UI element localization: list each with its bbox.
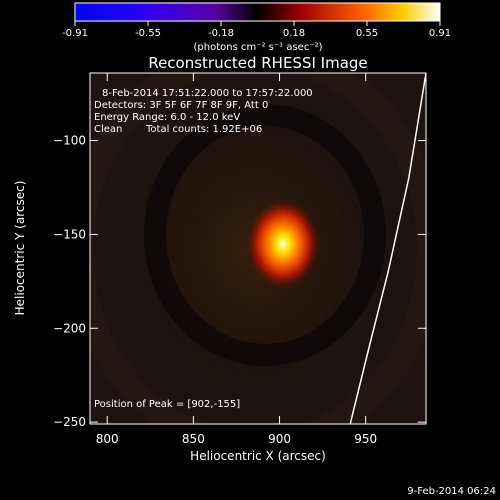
- colorbar-tick-label: -0.91: [62, 28, 88, 39]
- y-tick-label: −250: [53, 415, 86, 429]
- colorbar-ticks: -0.91 -0.55 -0.18 0.18 0.55 0.91: [62, 21, 451, 39]
- x-tick-label: 800: [96, 432, 119, 446]
- flare-source: [244, 197, 321, 290]
- x-axis-label: Heliocentric X (arcsec): [190, 449, 326, 463]
- heatmap-image: [90, 73, 426, 424]
- annotation-time: 8-Feb-2014 17:51:22.000 to 17:57:22.000: [102, 88, 313, 99]
- footer-timestamp: 9-Feb-2014 06:24: [407, 486, 496, 497]
- colorbar-tick-label: -0.18: [208, 28, 234, 39]
- annotation-energy: Energy Range: 6.0 - 12.0 keV: [94, 112, 240, 123]
- x-tick-label: 950: [354, 432, 377, 446]
- x-tick-label: 900: [268, 432, 291, 446]
- colorbar-tick-label: 0.55: [356, 28, 378, 39]
- y-axis-ticks: −100 −150 −200 −250: [53, 134, 426, 429]
- colorbar-unit-label: (photons cm⁻² s⁻¹ asec⁻²): [193, 42, 322, 53]
- y-tick-label: −100: [53, 134, 86, 148]
- colorbar: [74, 2, 441, 22]
- y-tick-label: −150: [53, 227, 86, 241]
- plot-frame: [89, 72, 427, 425]
- y-tick-label: −200: [53, 321, 86, 335]
- chart-title: Reconstructed RHESSI Image: [148, 54, 367, 72]
- annotation-counts: Total counts: 1.92E+06: [145, 124, 262, 135]
- y-axis-label: Heliocentric Y (arcsec): [13, 181, 27, 316]
- x-axis-ticks: 800 850 900 950: [96, 73, 377, 446]
- colorbar-tick-label: -0.55: [135, 28, 161, 39]
- x-tick-label: 850: [182, 432, 205, 446]
- colorbar-tick-label: 0.18: [283, 28, 305, 39]
- annotation-detectors: Detectors: 3F 5F 6F 7F 8F 9F, Att 0: [94, 100, 268, 111]
- annotation-peak: Position of Peak = [902,-155]: [94, 399, 240, 410]
- annotation-clean: Clean: [94, 124, 122, 135]
- solar-limb-arc: [349, 73, 426, 424]
- colorbar-tick-label: 0.91: [429, 28, 451, 39]
